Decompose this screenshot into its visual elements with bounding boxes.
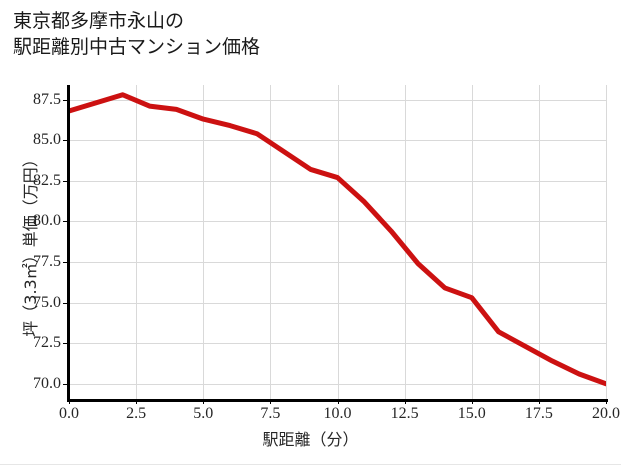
page-title: 東京都多摩市永山の駅距離別中古マンション価格: [13, 8, 260, 60]
x-tickmark: [203, 399, 205, 404]
x-tickmark: [538, 399, 540, 404]
y-tickmark: [63, 383, 68, 385]
x-tickmark: [606, 399, 607, 404]
y-tickmark: [63, 99, 68, 101]
gridline-y-2: [69, 303, 606, 304]
chart-title-line-1: 東京都多摩市永山の: [13, 10, 185, 32]
y-tickmark: [63, 343, 68, 345]
y-tick-label: 87.5: [33, 90, 61, 108]
x-tickmark: [471, 399, 473, 404]
y-tickmark: [63, 140, 68, 142]
gridline-x-6: [472, 85, 473, 400]
y-tick-label: 72.5: [33, 334, 61, 352]
x-tick-label: 7.5: [260, 405, 281, 422]
y-tickmark: [63, 180, 68, 182]
line-series-canvas: [69, 92, 606, 387]
x-tick-label: 10.0: [323, 405, 352, 422]
chart-title-line-2: 駅距離別中古マンション価格: [13, 36, 261, 58]
gridline-x-3: [270, 85, 271, 400]
gridline-x-1: [136, 85, 137, 400]
y-tick-label: 75.0: [33, 293, 61, 311]
gridline-y-0: [69, 384, 606, 385]
y-tickmark: [63, 302, 68, 304]
x-tick-label: 2.5: [126, 405, 147, 422]
y-tick-label: 80.0: [33, 212, 61, 230]
x-tick-label: 5.0: [193, 405, 214, 422]
x-tick-label: 12.5: [390, 405, 419, 422]
gridline-y-1: [69, 343, 606, 344]
x-tick-label: 0.0: [59, 405, 79, 422]
y-tick-label: 70.0: [33, 374, 61, 392]
y-axis-line: [67, 85, 70, 401]
line-series-price: [69, 92, 606, 387]
x-axis-title: 駅距離（分）: [262, 430, 359, 449]
x-tickmark: [136, 399, 138, 404]
x-tickmark: [337, 399, 339, 404]
x-tickmark: [404, 399, 406, 404]
gridline-x-4: [338, 85, 339, 400]
gridline-x-8: [606, 85, 607, 400]
gridline-x-7: [539, 85, 540, 400]
gridline-y-7: [69, 100, 606, 101]
y-tick-label: 77.5: [33, 252, 61, 270]
plot-area: [69, 85, 607, 400]
y-axis-title: 坪（3.3㎡）単価（万円）: [21, 151, 40, 337]
x-tickmark: [270, 399, 272, 404]
gridline-y-6: [69, 140, 606, 141]
gridline-y-4: [69, 221, 606, 222]
x-tick-label: 17.5: [524, 405, 553, 422]
y-tickmark: [63, 221, 68, 223]
gridline-y-3: [69, 262, 606, 263]
x-tickmark: [69, 399, 70, 404]
gridline-y-5: [69, 181, 606, 182]
y-tick-label: 82.5: [33, 171, 61, 189]
x-tick-label: 15.0: [457, 405, 486, 422]
y-tickmark: [63, 261, 68, 263]
gridline-x-5: [405, 85, 406, 400]
x-tick-label: 20.0: [592, 405, 620, 422]
gridline-x-2: [203, 85, 204, 400]
y-tick-label: 85.0: [33, 131, 61, 149]
